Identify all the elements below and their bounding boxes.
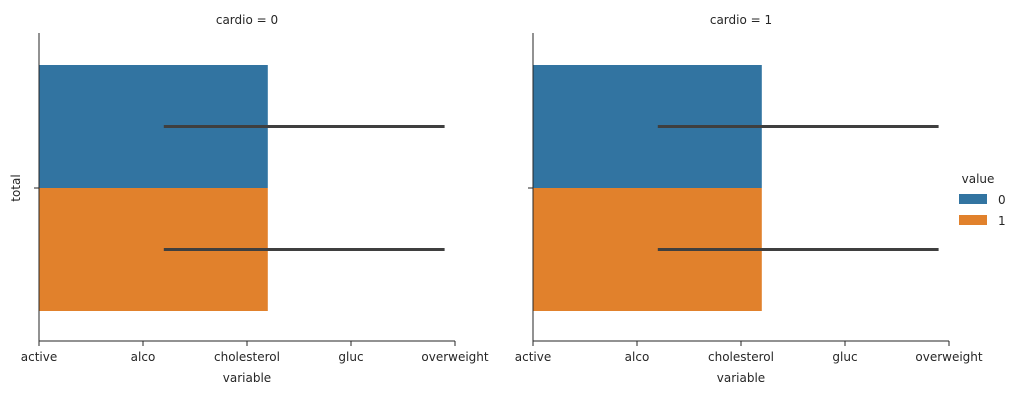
y-axis-label: total	[9, 174, 23, 201]
panel-title: cardio = 1	[710, 13, 772, 27]
x-tick-label: cholesterol	[708, 350, 774, 364]
panel-cardio-1: active alco cholesterol gluc overweight cardi…	[515, 13, 983, 385]
x-axis-label: variable	[223, 371, 271, 385]
x-tick-label: gluc	[832, 350, 857, 364]
x-tick-label: gluc	[338, 350, 363, 364]
x-tick-label: alco	[625, 350, 650, 364]
x-tick-label: cholesterol	[214, 350, 280, 364]
x-tick-label: overweight	[421, 350, 489, 364]
x-axis-label: variable	[717, 371, 765, 385]
legend-swatch-0	[959, 194, 987, 204]
legend-swatch-1	[959, 215, 987, 225]
legend-label-1: 1	[998, 214, 1006, 228]
panel-title: cardio = 0	[216, 13, 278, 27]
x-tick-label: overweight	[915, 350, 983, 364]
x-tick-label: active	[515, 350, 551, 364]
x-tick-label: alco	[131, 350, 156, 364]
panel-cardio-0: active alco cholesterol gluc overweight cardi…	[9, 13, 489, 385]
x-tick-label: active	[21, 350, 57, 364]
legend-title: value	[962, 172, 995, 186]
legend-label-0: 0	[998, 193, 1006, 207]
